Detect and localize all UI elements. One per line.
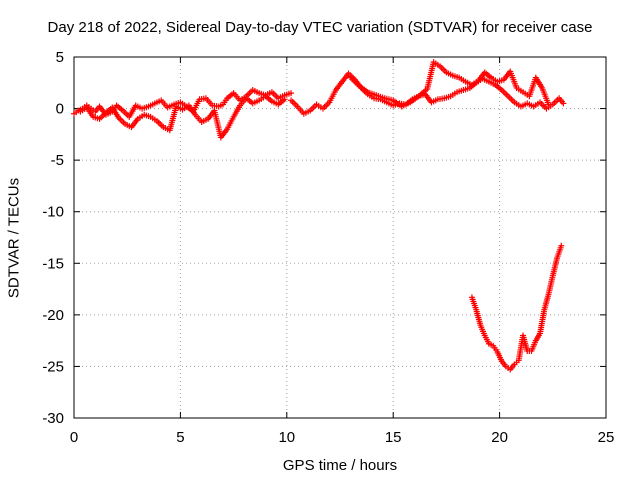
x-tick-label: 10 <box>278 429 295 446</box>
series-upper-band-b <box>77 93 288 141</box>
data-layer <box>71 59 567 373</box>
y-tick-label: -30 <box>42 410 64 427</box>
grid-layer <box>74 57 606 418</box>
series-lower-band <box>468 242 565 373</box>
x-tick-label: 20 <box>491 429 508 446</box>
x-tick-label: 5 <box>176 429 184 446</box>
data-point <box>281 96 288 103</box>
y-tick-label: -10 <box>42 204 64 221</box>
tick-layer: 0 5 10 15 20 25 5 0 -5 -10 -15 -20 -25 -30 <box>42 49 614 446</box>
plot-frame <box>73 56 607 419</box>
y-tick-label: -5 <box>51 152 64 169</box>
x-tick-label: 25 <box>598 429 615 446</box>
y-tick-label: -20 <box>42 307 64 324</box>
y-tick-label: -25 <box>42 358 64 375</box>
data-point <box>558 242 565 249</box>
y-tick-label: -15 <box>42 255 64 272</box>
series-upper-band-d <box>347 59 552 110</box>
data-point <box>288 90 295 97</box>
x-tick-label: 15 <box>385 429 402 446</box>
x-axis-label: GPS time / hours <box>282 457 398 474</box>
data-point <box>560 100 567 107</box>
y-tick-label: 5 <box>56 49 64 66</box>
y-axis-label: SDTVAR / TECUs <box>5 177 23 299</box>
series-upper-band-a <box>71 87 295 120</box>
x-tick-label: 0 <box>70 429 78 446</box>
chart-title: Day 218 of 2022, Sidereal Day-to-day VTE… <box>47 19 593 36</box>
data-point <box>545 101 552 108</box>
y-tick-label: 0 <box>56 101 64 118</box>
